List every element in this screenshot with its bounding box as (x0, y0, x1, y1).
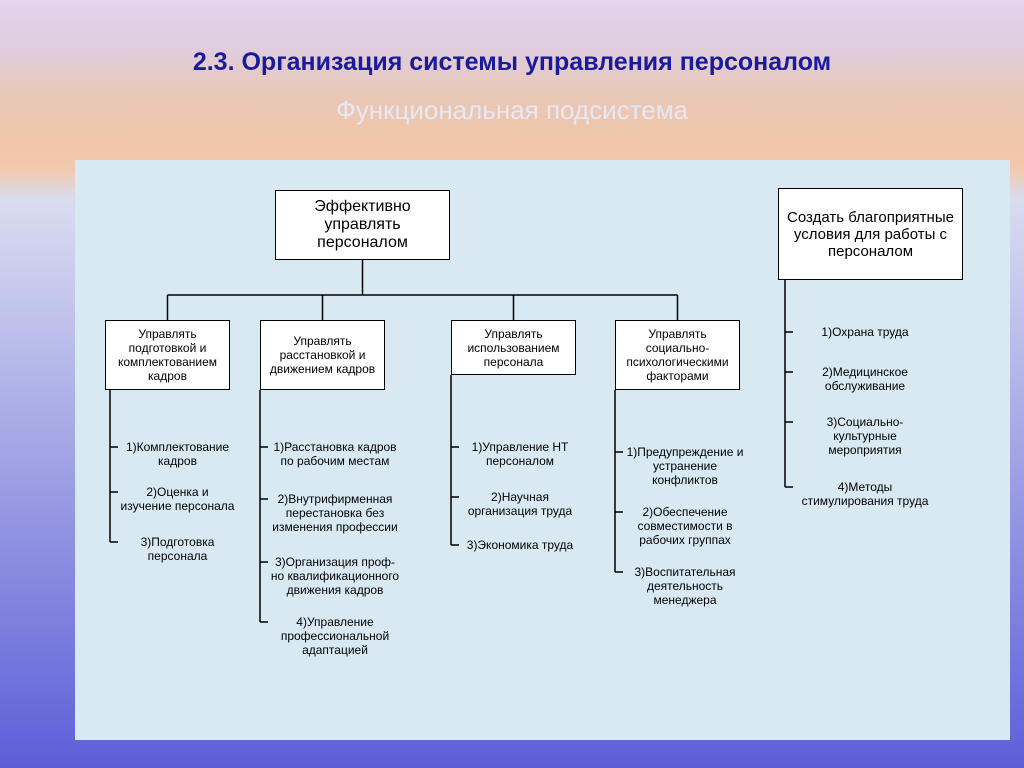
leaf-item: 1)Расстановка кадров по рабочим местам (270, 440, 400, 468)
slide-title: 2.3. Организация системы управления перс… (0, 0, 1024, 77)
leaf-item: 1)Охрана труда (795, 325, 935, 339)
leaf-item: 3)Социально-культурные мероприятия (795, 415, 935, 457)
leaf-item: 2)Обеспечение совместимости в рабочих гр… (620, 505, 750, 547)
node-box: Управлять использованием персонала (451, 320, 576, 375)
leaf-item: 2)Оценка и изучение персонала (120, 485, 235, 513)
leaf-item: 3)Подготовка персонала (120, 535, 235, 563)
leaf-item: 1)Предупреждение и устранение конфликтов (620, 445, 750, 487)
leaf-item: 3)Воспитательная деятельность менеджера (620, 565, 750, 607)
slide-subtitle: Функциональная подсистема (0, 95, 1024, 126)
node-box: Создать благоприятные условия для работы… (778, 188, 963, 280)
node-box: Управлять подготовкой и комплектованием … (105, 320, 230, 390)
node-box: Эффективно управлять персоналом (275, 190, 450, 260)
leaf-item: 3)Организация проф-но квалификационного … (270, 555, 400, 597)
diagram-canvas: Эффективно управлять персоналом Создать б… (75, 160, 1010, 740)
leaf-item: 4)Методы стимулирования труда (795, 480, 935, 508)
node-box: Управлять социально-психологическими фак… (615, 320, 740, 390)
leaf-item: 1)Комплектование кадров (120, 440, 235, 468)
node-box: Управлять расстановкой и движением кадро… (260, 320, 385, 390)
leaf-item: 3)Экономика труда (460, 538, 580, 552)
leaf-item: 1)Управление НТ персоналом (460, 440, 580, 468)
leaf-item: 2)Медицинское обслуживание (795, 365, 935, 393)
leaf-item: 4)Управление профессиональной адаптацией (270, 615, 400, 657)
leaf-item: 2)Внутрифирменная перестановка без измен… (270, 492, 400, 534)
leaf-item: 2)Научная организация труда (460, 490, 580, 518)
